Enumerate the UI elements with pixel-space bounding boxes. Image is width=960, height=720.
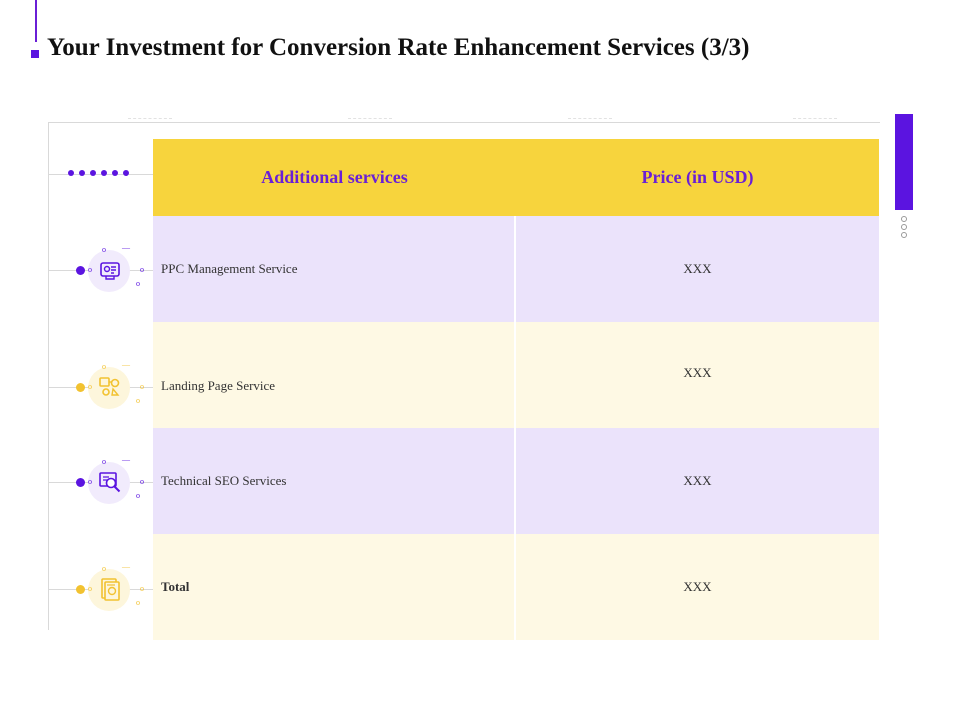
- ppc-icon: [100, 262, 120, 280]
- table-row: PPC Management Service XXX: [153, 216, 879, 322]
- price-cell: XXX: [516, 428, 879, 534]
- ppc-icon-group: o — o o o: [70, 240, 150, 300]
- title-bullet: [31, 50, 39, 58]
- table-row: Technical SEO Services XXX: [153, 428, 879, 534]
- seo-magnifier-icon: [99, 472, 121, 493]
- side-dots-decoration: [901, 216, 907, 240]
- frame-top-line: [48, 122, 880, 123]
- landing-page-icon-group: o — o o o: [70, 357, 150, 417]
- service-name-cell: PPC Management Service: [153, 216, 516, 322]
- seo-icon-group: o — o o o: [70, 452, 150, 512]
- total-label-cell: Total: [153, 534, 516, 640]
- header-dots-decoration: [68, 170, 129, 178]
- frame-top-dashes: [48, 118, 880, 122]
- price-cell: XXX: [516, 216, 879, 322]
- investment-table: Additional services Price (in USD) PPC M…: [153, 139, 879, 640]
- invoice-icon: [101, 578, 120, 601]
- side-accent-bar: [895, 114, 913, 210]
- top-accent-line: [35, 0, 37, 42]
- frame-left-line: [48, 122, 49, 630]
- service-name-cell: Landing Page Service: [153, 322, 516, 428]
- table-header-row: Additional services Price (in USD): [153, 139, 879, 216]
- landing-page-icon: [99, 377, 120, 396]
- service-name-cell: Technical SEO Services: [153, 428, 516, 534]
- price-cell: XXX: [516, 322, 879, 428]
- table-row: Total XXX: [153, 534, 879, 640]
- table-row: Landing Page Service XXX: [153, 322, 879, 428]
- header-additional-services: Additional services: [261, 167, 408, 187]
- header-price: Price (in USD): [641, 167, 754, 187]
- total-icon-group: o — o o o: [70, 559, 150, 619]
- total-price-cell: XXX: [516, 534, 879, 640]
- slide-title: Your Investment for Conversion Rate Enha…: [47, 34, 750, 61]
